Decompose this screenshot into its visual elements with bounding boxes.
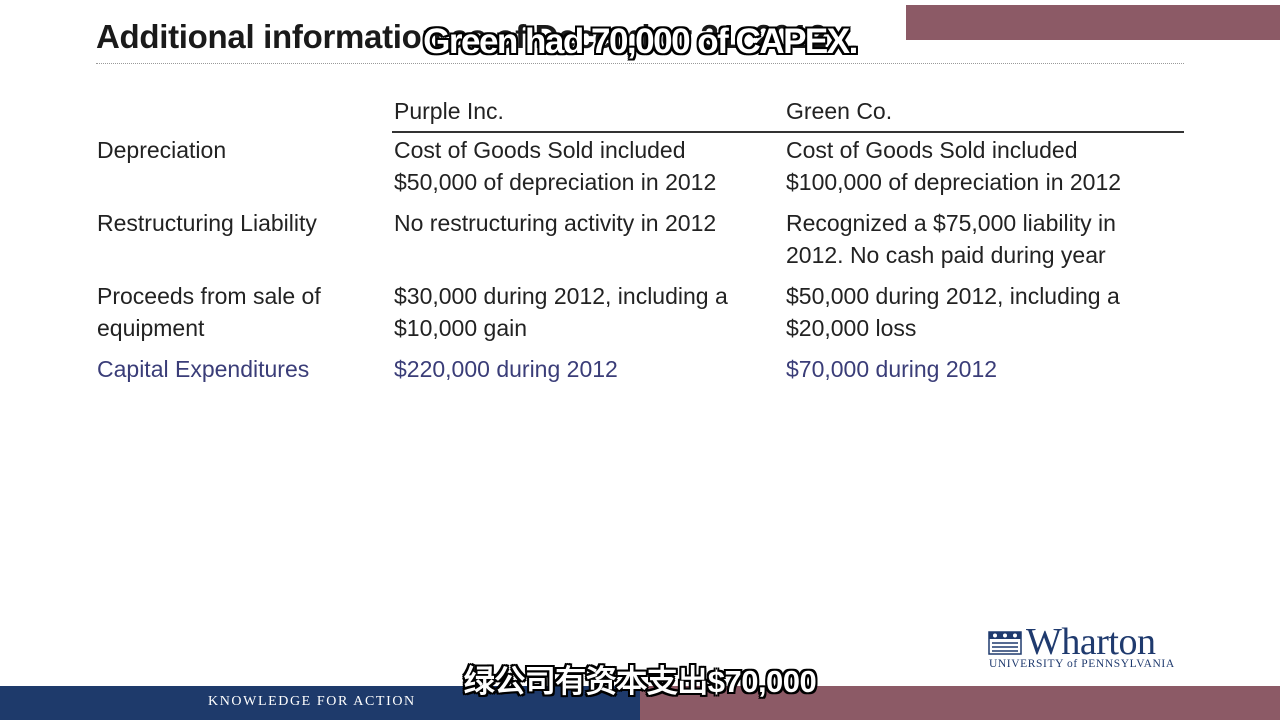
cell-line: Recognized a $75,000 liability in [786,210,1116,236]
column-header-green: Green Co. [786,98,893,124]
row-label-line: Capital Expenditures [97,356,310,382]
cell-purple-proceeds: $30,000 during 2012, including a $10,000… [394,280,728,344]
cell-green-depreciation: Cost of Goods Sold included $100,000 of … [786,134,1121,198]
cell-line: 2012. No cash paid during year [786,242,1106,268]
row-label-capex: Capital Expenditures [97,353,309,385]
cell-line: $50,000 during 2012, including a [786,283,1120,309]
cell-green-proceeds: $50,000 during 2012, including a $20,000… [786,280,1120,344]
cell-line: $70,000 during 2012 [786,356,998,382]
wharton-logo: Wharton UNIVERSITY of PENNSYLVANIA [988,621,1193,672]
subtitle-english: Green had 70,000 of CAPEX. [423,22,858,61]
footer-tagline: KNOWLEDGE FOR ACTION [208,694,416,709]
cell-line: $50,000 of depreciation in 2012 [394,169,717,195]
cell-line: $20,000 loss [786,315,917,341]
top-accent-bar [906,5,1280,40]
cell-line: $220,000 during 2012 [394,356,618,382]
slide-title: Additional information as of December 31… [96,18,827,55]
cell-line: Cost of Goods Sold included [394,137,686,163]
cell-green-capex: $70,000 during 2012 [786,353,997,385]
logo-subtitle: UNIVERSITY of PENNSYLVANIA [989,658,1175,670]
cell-line: $10,000 gain [394,315,528,341]
cell-line: Cost of Goods Sold included [786,137,1078,163]
shield-icon [988,631,1022,655]
logo-wordmark: Wharton [1026,621,1156,663]
cell-line: $30,000 during 2012, including a [394,283,728,309]
row-label-depreciation: Depreciation [97,134,226,166]
cell-line: No restructuring activity in 2012 [394,210,717,236]
column-header-purple: Purple Inc. [394,98,504,124]
row-label-line: Restructuring Liability [97,210,317,236]
cell-line: $100,000 of depreciation in 2012 [786,169,1122,195]
row-label-line: equipment [97,315,205,341]
row-label-line: Depreciation [97,137,227,163]
row-label-proceeds: Proceeds from sale of equipment [97,280,321,344]
footer-band-red [640,686,1280,720]
cell-green-restructuring: Recognized a $75,000 liability in 2012. … [786,207,1116,271]
footer-band-blue [0,686,640,720]
row-label-line: Proceeds from sale of [97,283,321,309]
cell-purple-depreciation: Cost of Goods Sold included $50,000 of d… [394,134,716,198]
row-label-restructuring: Restructuring Liability [97,207,317,239]
cell-purple-restructuring: No restructuring activity in 2012 [394,207,716,239]
title-divider [96,63,1184,64]
subtitle-chinese: 绿公司有资本支出$70,000 [463,664,817,699]
header-divider [392,131,1184,133]
cell-purple-capex: $220,000 during 2012 [394,353,618,385]
